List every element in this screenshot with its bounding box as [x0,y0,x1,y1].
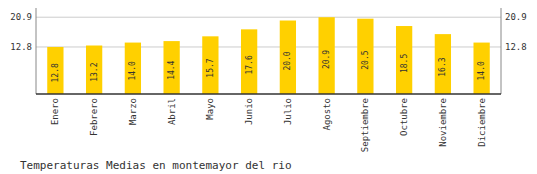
y2-tick-label: 20.9 [505,12,527,22]
data-label: 20.5 [361,50,370,69]
data-label: 14.4 [167,60,176,79]
bar [163,41,179,94]
bar [47,47,63,94]
title: Temperaturas Medias en montemayor del ri… [20,159,292,172]
data-label: 18.5 [400,54,409,73]
data-label: 14.0 [128,61,137,80]
x-tick-label: Marzo [128,98,138,125]
x-tick-label: Junio [244,98,254,125]
grid-line [36,46,501,47]
x-tick-label: Julio [283,98,293,125]
x-tick-label: Agosto [322,98,332,131]
bars [47,17,490,94]
data-label: 15.7 [206,58,215,77]
x-tick-label: Febrero [89,98,99,136]
y-axis-line [36,8,37,94]
y2-axis-line [501,8,502,94]
bar [357,19,373,94]
x-tick-label: Enero [50,98,60,125]
bar [202,36,218,94]
bar [125,43,141,94]
bar [86,46,102,94]
data-label: 12.8 [51,63,60,82]
x-tick-label: Abril [167,98,177,125]
bar [396,26,412,94]
bar [241,29,257,94]
data-label: 20.0 [283,51,292,70]
bar [280,21,296,94]
x-tick-label: Noviembre [438,98,448,147]
bar [473,43,489,94]
data-label: 13.2 [90,62,99,81]
grid-line [36,17,501,18]
data-label: 17.6 [245,55,254,74]
bar [318,17,334,94]
data-label: 20.9 [322,50,331,69]
x-tick-label: Octubre [399,98,409,136]
data-label: 14.0 [477,61,486,80]
y-tick-label: 20.9 [10,12,32,22]
x-tick-label: Diciembre [477,98,487,147]
x-tick-label: Septiembre [360,98,370,152]
x-tick-label: Mayo [205,98,215,120]
bar [435,34,451,94]
data-label: 16.3 [438,57,447,76]
y-tick-label: 12.8 [10,42,32,52]
chart: 12.8 13.2 14.0 14.4 15.7 17.6 20.0 20.9 20.5 18.5… [0,0,537,174]
y2-tick-label: 12.8 [505,42,527,52]
x-axis-line [36,93,501,95]
